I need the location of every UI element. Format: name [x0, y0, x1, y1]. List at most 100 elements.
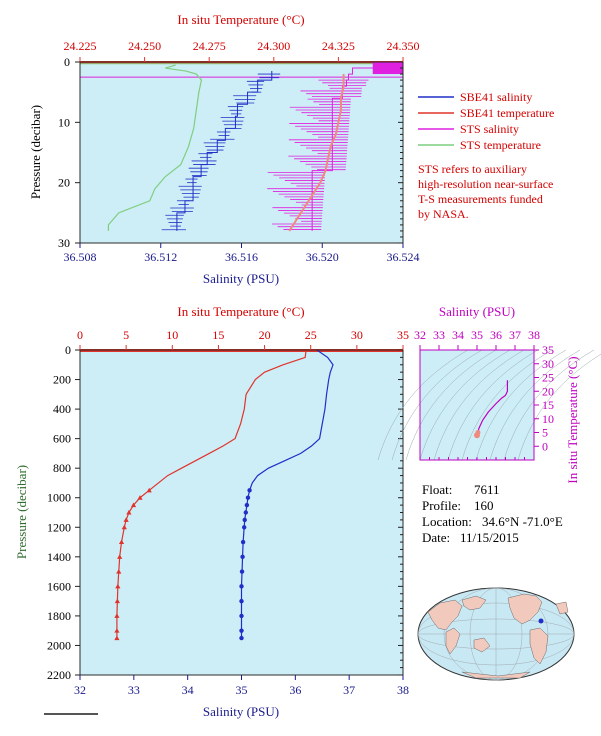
- ts-sal-tick-label: 35: [471, 328, 483, 342]
- salinity-point: [239, 635, 244, 641]
- salinity-point: [247, 488, 252, 493]
- top-chart-temperature-axis-title: In situ Temperature (°C): [177, 12, 304, 27]
- ts-sal-tick-label: 33: [433, 328, 445, 342]
- world-map: [417, 587, 575, 681]
- main-sal-tick-label: 34: [182, 683, 194, 697]
- top-temp-tick-label: 24.300: [257, 39, 290, 53]
- location-label: Location:: [422, 514, 472, 529]
- salinity-point: [239, 569, 245, 574]
- ts-temp-tick-label: 10: [542, 412, 554, 426]
- date-label: Date:: [422, 530, 450, 545]
- temperature-profile-line: [116, 349, 307, 639]
- top-sal-tick-label: 36.524: [387, 250, 420, 264]
- ts-plot-background: [420, 350, 534, 460]
- float-location-marker: [538, 618, 544, 624]
- top-temp-tick-label: 24.350: [387, 39, 420, 53]
- main-sal-tick-label: 35: [236, 683, 248, 697]
- main-temp-tick-label: 15: [212, 328, 224, 342]
- top-temp-tick-label: 24.325: [322, 39, 355, 53]
- temperature-point: [114, 635, 120, 641]
- ts-temp-tick-label: 20: [542, 384, 554, 398]
- main-pressure-tick-label: 1600: [47, 579, 71, 593]
- temperature-point: [114, 628, 120, 633]
- temperature-point: [117, 554, 123, 559]
- sts-note-line-2: high-resolution near-surface: [418, 177, 553, 191]
- top-temp-tick-label: 24.225: [64, 39, 97, 53]
- main-temp-tick-label: 35: [397, 328, 409, 342]
- ts-density-contour: [517, 353, 601, 461]
- ts-density-contour: [391, 349, 483, 461]
- main-sal-tick-label: 36: [289, 683, 301, 697]
- ts-temp-tick-label: 30: [542, 357, 554, 371]
- full-depth-profile-chart: 0 5 10 15 20 25 30 35 32 33 34 35 36 37 38 0 200 400 600 80…: [14, 304, 409, 719]
- sbe41-temperature-line: [288, 74, 345, 232]
- top-sal-tick-label: 36.512: [144, 250, 177, 264]
- profile-label: Profile:: [422, 498, 461, 513]
- temperature-point: [126, 509, 132, 515]
- ts-sal-tick-label: 34: [452, 328, 464, 342]
- top-chart-pressure-axis-title: Pressure (decibar): [28, 105, 43, 199]
- sts-salinity-surface-block: [372, 62, 403, 75]
- temperature-point: [146, 487, 152, 493]
- main-temp-tick-label: 5: [123, 328, 129, 342]
- top-sal-tick-label: 36.516: [225, 250, 258, 264]
- main-pressure-tick-label: 0: [65, 343, 71, 357]
- salinity-point: [241, 525, 247, 530]
- ts-temp-tick-label: 15: [542, 398, 554, 412]
- ts-temperature-axis-title: In situ Temperature (°C): [565, 356, 580, 483]
- ts-density-contour: [405, 349, 497, 461]
- float-label: Float:: [422, 482, 452, 497]
- ts-density-contour: [377, 349, 469, 461]
- top-temp-tick-label: 24.250: [128, 39, 161, 53]
- main-pressure-tick-label: 1200: [47, 520, 71, 534]
- main-temp-tick-label: 20: [259, 328, 271, 342]
- salinity-point: [240, 554, 245, 560]
- main-chart-salinity-axis-title: Salinity (PSU): [203, 704, 279, 719]
- top-pressure-tick-label: 0: [64, 55, 70, 69]
- sts-note-line-1: STS refers to auxiliary: [418, 162, 527, 176]
- ts-deep-cluster: [475, 430, 481, 435]
- main-pressure-tick-label: 800: [53, 461, 71, 475]
- main-pressure-tick-label: 2000: [47, 638, 71, 652]
- ts-sal-tick-label: 38: [528, 328, 540, 342]
- salinity-point: [239, 628, 244, 633]
- main-chart-temperature-axis-title: In situ Temperature (°C): [177, 304, 304, 319]
- sts-note-line-3: T-S measurements funded: [418, 192, 543, 206]
- temperature-point: [115, 583, 121, 589]
- main-sal-tick-label: 37: [343, 683, 355, 697]
- main-temp-tick-label: 25: [305, 328, 317, 342]
- footer-mark: [44, 713, 98, 715]
- top-pressure-tick-label: 30: [58, 236, 70, 250]
- top-sal-tick-label: 36.520: [306, 250, 339, 264]
- temperature-point: [137, 495, 143, 500]
- near-surface-profile-chart: 24.225 24.250 24.275 24.300 24.325 24.350 36.5…: [28, 12, 420, 286]
- top-chart-ticks: 24.225 24.250 24.275 24.300 24.325 24.350 36.5…: [58, 39, 420, 264]
- salinity-point: [240, 539, 246, 545]
- legend-label-sbe41-temperature: SBE41 temperature: [460, 106, 554, 120]
- main-pressure-tick-label: 600: [53, 432, 71, 446]
- temperature-point: [121, 524, 127, 530]
- main-sal-tick-label: 32: [74, 683, 86, 697]
- map-land: [427, 593, 569, 679]
- top-sal-tick-label: 36.508: [64, 250, 97, 264]
- ts-temp-tick-label: 25: [542, 371, 554, 385]
- salinity-point: [245, 495, 251, 500]
- main-pressure-tick-label: 1800: [47, 609, 71, 623]
- ts-sal-tick-label: 32: [414, 328, 426, 342]
- temperature-point: [130, 502, 137, 508]
- top-chart-salinity-axis-title: Salinity (PSU): [203, 271, 279, 286]
- ts-salinity-axis-title: Salinity (PSU): [439, 304, 515, 319]
- ts-density-contour: [461, 349, 553, 461]
- legend-label-sts-temperature: STS temperature: [460, 138, 541, 152]
- main-temp-tick-label: 10: [166, 328, 178, 342]
- top-temp-tick-label: 24.275: [193, 39, 226, 53]
- salinity-point: [244, 502, 250, 508]
- map-graticule: [417, 587, 575, 681]
- location-value: 34.6°N -71.0°E: [482, 514, 563, 529]
- top-pressure-tick-label: 20: [58, 176, 70, 190]
- profile-value: 160: [474, 498, 494, 513]
- sts-note: STS refers to auxiliary high-resolution …: [418, 162, 553, 221]
